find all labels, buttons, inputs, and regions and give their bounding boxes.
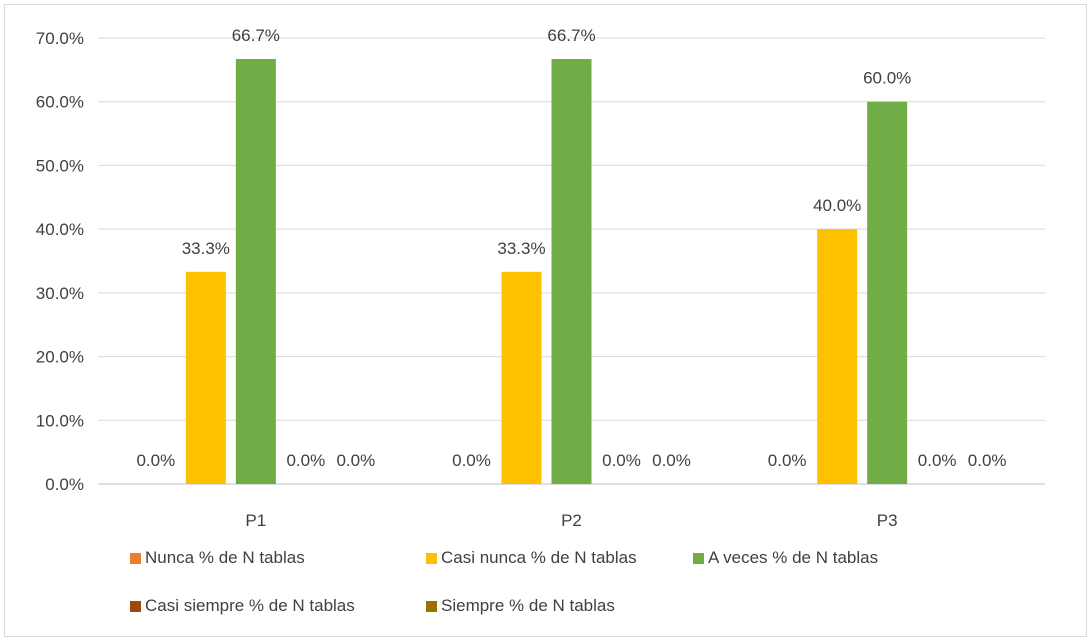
legend-label: Nunca % de N tablas xyxy=(145,548,305,567)
data-label: 0.0% xyxy=(452,451,491,470)
y-tick-label: 60.0% xyxy=(36,93,84,112)
y-tick-label: 20.0% xyxy=(36,348,84,367)
legend-swatch xyxy=(426,552,437,564)
legend-item-a-veces: A veces % de N tablas xyxy=(693,548,878,568)
legend-item-casi-nunca: Casi nunca % de N tablas xyxy=(426,548,637,568)
legend-label: Siempre % de N tablas xyxy=(441,596,615,615)
y-tick-label: 0.0% xyxy=(45,475,84,494)
y-tick-label: 50.0% xyxy=(36,156,84,175)
data-label: 0.0% xyxy=(136,451,175,470)
legend: Nunca % de N tablas Casi nunca % de N ta… xyxy=(130,548,1030,644)
x-tick-label: P3 xyxy=(877,511,898,530)
data-label: 33.3% xyxy=(497,239,545,258)
bar xyxy=(501,271,542,484)
legend-row-2: Casi siempre % de N tablas Siempre % de … xyxy=(130,596,1030,644)
legend-item-nunca: Nunca % de N tablas xyxy=(130,548,305,568)
x-tick-label: P2 xyxy=(561,511,582,530)
bar xyxy=(551,59,592,484)
data-label: 0.0% xyxy=(918,451,957,470)
legend-label: Casi siempre % de N tablas xyxy=(145,596,355,615)
legend-swatch xyxy=(693,552,704,564)
data-label: 66.7% xyxy=(547,26,595,45)
x-axis-ticks: P1 P2 P3 xyxy=(245,511,897,530)
legend-swatch xyxy=(130,600,141,612)
data-label: 0.0% xyxy=(768,451,807,470)
y-tick-label: 70.0% xyxy=(36,29,84,48)
data-label: 0.0% xyxy=(336,451,375,470)
data-label: 33.3% xyxy=(182,239,230,258)
data-label: 0.0% xyxy=(602,451,641,470)
data-label: 0.0% xyxy=(286,451,325,470)
legend-item-siempre: Siempre % de N tablas xyxy=(426,596,615,616)
data-label: 40.0% xyxy=(813,196,861,215)
data-label: 0.0% xyxy=(968,451,1007,470)
x-tick-label: P1 xyxy=(245,511,266,530)
data-label: 0.0% xyxy=(652,451,691,470)
legend-row-1: Nunca % de N tablas Casi nunca % de N ta… xyxy=(130,548,1030,596)
legend-label: Casi nunca % de N tablas xyxy=(441,548,637,567)
legend-item-casi-siempre: Casi siempre % de N tablas xyxy=(130,596,355,616)
bars xyxy=(185,59,908,484)
bar xyxy=(185,271,226,484)
data-label: 60.0% xyxy=(863,69,911,88)
y-tick-label: 40.0% xyxy=(36,220,84,239)
legend-swatch xyxy=(130,552,141,564)
data-labels: 0.0% 33.3% 66.7% 0.0% 0.0% 0.0% 33.3% 66.7% 0.0%… xyxy=(136,26,1006,470)
bar xyxy=(817,229,858,484)
bar xyxy=(867,101,908,484)
y-tick-label: 10.0% xyxy=(36,411,84,430)
legend-swatch xyxy=(426,600,437,612)
bar xyxy=(235,59,276,484)
legend-label: A veces % de N tablas xyxy=(708,548,879,567)
data-label: 66.7% xyxy=(232,26,280,45)
y-tick-label: 30.0% xyxy=(36,284,84,303)
y-axis-ticks: 0.0% 10.0% 20.0% 30.0% 40.0% 50.0% 60.0% 70.0% xyxy=(36,29,84,494)
